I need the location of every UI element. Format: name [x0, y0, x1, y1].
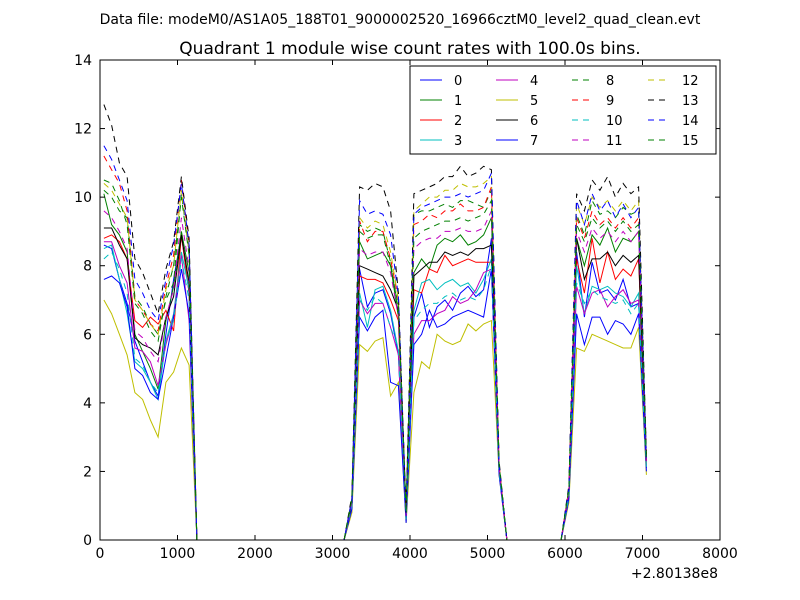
- series-line-8: [103, 189, 647, 541]
- legend-label-12: 12: [682, 74, 699, 89]
- legend-label-13: 13: [682, 94, 699, 109]
- x-tick-label: 6000: [547, 546, 583, 562]
- legend-frame: [409, 65, 717, 155]
- figure-suptitle: Data file: modeM0/AS1A05_188T01_90000025…: [100, 12, 701, 28]
- legend-label-6: 6: [530, 114, 538, 129]
- y-tick-label: 8: [83, 259, 92, 275]
- legend-label-1: 1: [454, 94, 462, 109]
- x-tick-label: 5000: [470, 546, 506, 562]
- ticks-layer: 0 1000 2000 3000 4000 5000 6000 7000 80000246810…: [74, 53, 738, 562]
- series-line-4: [103, 241, 647, 541]
- legend-label-14: 14: [682, 114, 699, 129]
- x-tick-label: 8000: [702, 546, 738, 562]
- y-tick-label: 2: [83, 464, 92, 480]
- series-line-11: [103, 210, 647, 541]
- series-line-1: [103, 193, 647, 541]
- chart-title: Quadrant 1 module wise count rates with …: [179, 39, 640, 59]
- series-line-15: [103, 179, 647, 541]
- series-line-7: [103, 269, 647, 541]
- x-tick-label: 2000: [237, 546, 273, 562]
- legend-label-0: 0: [454, 74, 462, 89]
- legend-label-7: 7: [530, 134, 538, 149]
- y-tick-label: 6: [83, 327, 92, 343]
- legend-label-10: 10: [606, 114, 623, 129]
- series-line-6: [103, 227, 647, 541]
- y-tick-label: 10: [74, 190, 92, 206]
- x-tick-label: 3000: [315, 546, 351, 562]
- x-tick-label: 1000: [160, 546, 196, 562]
- y-tick-label: 0: [83, 533, 92, 549]
- series-line-10: [103, 251, 647, 541]
- legend-label-2: 2: [454, 114, 462, 129]
- legend-label-9: 9: [606, 94, 614, 109]
- y-tick-label: 12: [74, 122, 92, 138]
- y-tick-label: 14: [74, 53, 92, 69]
- x-tick-label: 0: [96, 546, 105, 562]
- series-line-13: [103, 104, 647, 541]
- x-tick-label: 4000: [392, 546, 428, 562]
- x-tick-label: 7000: [625, 546, 661, 562]
- legend-label-3: 3: [454, 134, 462, 149]
- series-line-5: [103, 299, 647, 541]
- series-layer: [103, 104, 647, 541]
- legend-label-8: 8: [606, 74, 614, 89]
- legend-label-4: 4: [530, 74, 538, 89]
- legend-label-15: 15: [682, 134, 699, 149]
- legend-label-5: 5: [530, 94, 538, 109]
- legend-label-11: 11: [606, 134, 623, 149]
- x-offset-label: +2.80138e8: [631, 566, 718, 582]
- y-tick-label: 4: [83, 396, 92, 412]
